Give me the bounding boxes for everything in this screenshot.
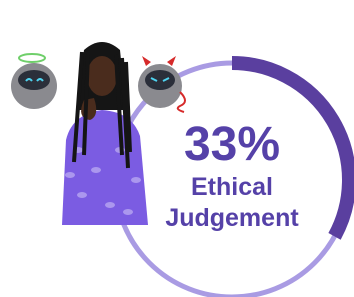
woman-illustration [62,42,148,225]
infographic: 33% Ethical Judgement [0,0,354,297]
stat-value: 33% [184,118,280,171]
stat-label: Ethical [191,173,273,201]
stat-label: Judgement [165,204,299,232]
angel-robot [11,54,57,109]
